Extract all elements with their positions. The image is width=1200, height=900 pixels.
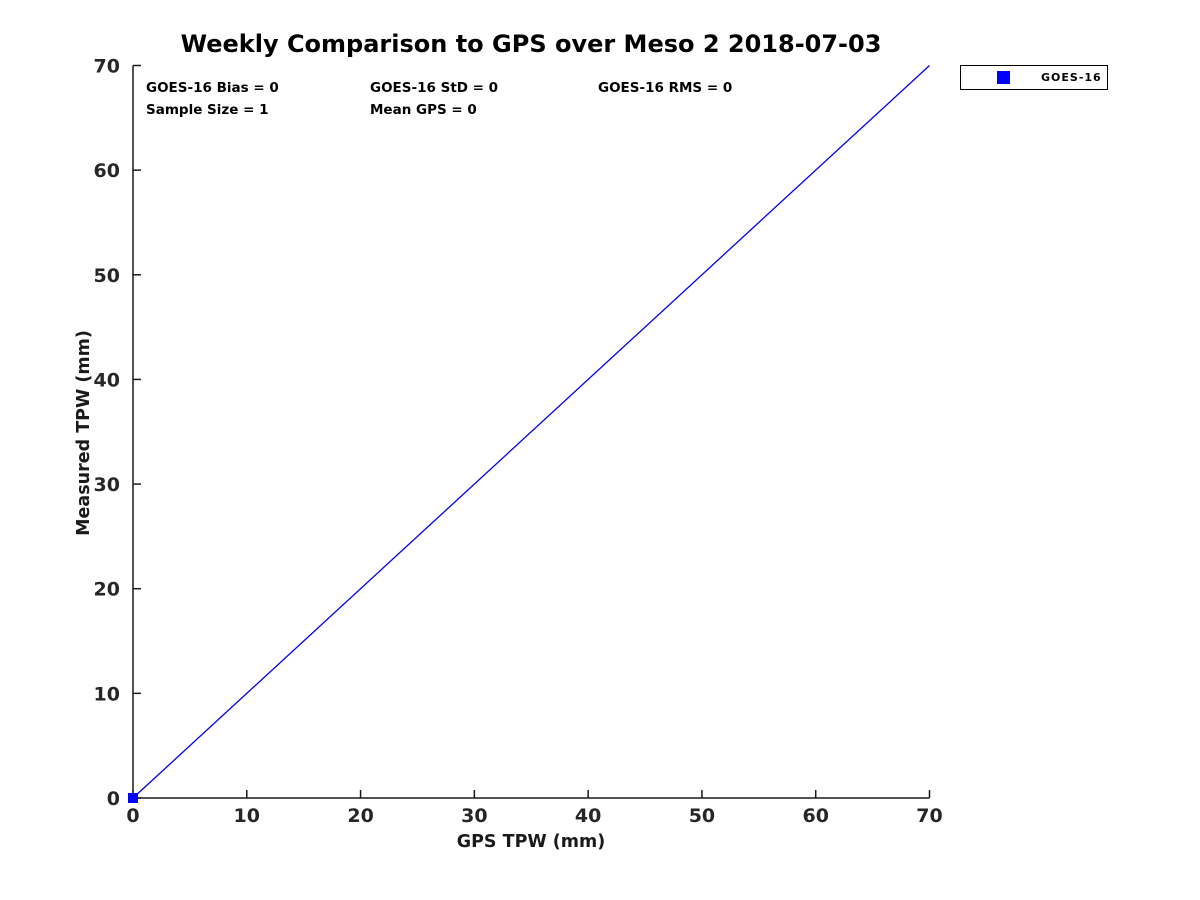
- y-tick-label: 70: [94, 56, 120, 78]
- x-tick-label: 20: [347, 805, 373, 827]
- series-line-identity-line: [132, 65, 930, 799]
- y-tick-label: 30: [94, 474, 120, 496]
- legend: GOES-16: [960, 65, 1108, 90]
- y-tick-label: 20: [94, 579, 120, 601]
- y-tick-label: 0: [107, 788, 120, 810]
- y-tick-label: 10: [94, 683, 120, 705]
- x-tick-label: 40: [575, 805, 601, 827]
- data-point-GOES-16: [128, 793, 138, 803]
- annotation-std: GOES-16 StD = 0: [370, 80, 499, 96]
- x-axis-label: GPS TPW (mm): [456, 832, 606, 852]
- annotation-rms: GOES-16 RMS = 0: [598, 80, 733, 96]
- legend-label: GOES-16: [1041, 71, 1102, 84]
- y-tick-label: 60: [94, 160, 120, 182]
- x-tick-label: 30: [461, 805, 487, 827]
- x-tick-label: 50: [689, 805, 715, 827]
- x-tick-label: 60: [802, 805, 828, 827]
- annotation-sample-size: Sample Size = 1: [146, 102, 269, 118]
- legend-square-marker-icon: [997, 71, 1010, 84]
- y-tick-label: 40: [94, 369, 120, 391]
- annotation-mean-gps: Mean GPS = 0: [370, 102, 477, 118]
- x-tick-label: 0: [126, 805, 139, 827]
- y-axis-label: Measured TPW (mm): [74, 330, 94, 536]
- y-tick-label: 50: [94, 265, 120, 287]
- annotation-bias: GOES-16 Bias = 0: [146, 80, 279, 96]
- x-tick-label: 70: [916, 805, 942, 827]
- x-tick-label: 10: [234, 805, 260, 827]
- chart-title: Weekly Comparison to GPS over Meso 2 201…: [180, 30, 882, 58]
